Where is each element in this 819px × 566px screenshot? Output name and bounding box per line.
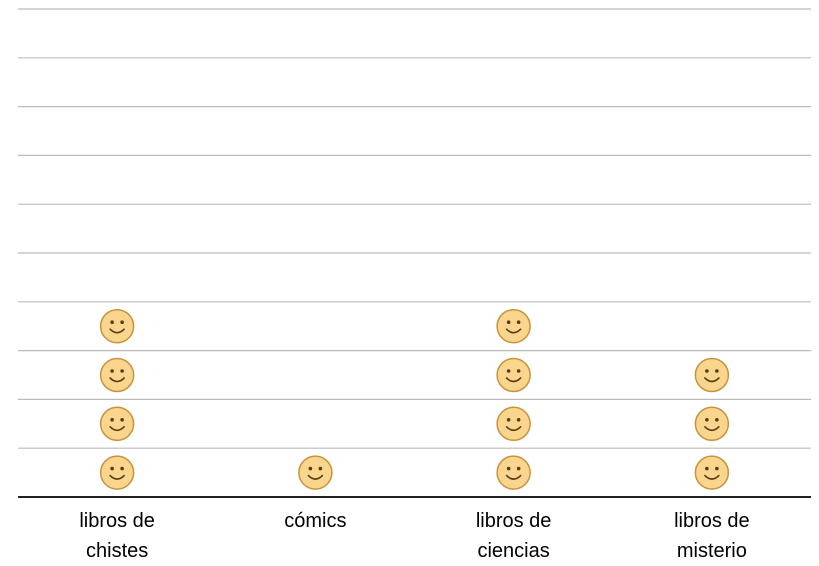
icon-face <box>496 308 531 344</box>
icon-eye <box>705 466 709 471</box>
icon-mouth <box>505 426 522 432</box>
icon-mouth <box>704 377 720 383</box>
icon-mouth <box>109 474 125 480</box>
icon-stack <box>496 308 531 490</box>
icon-mouth <box>505 328 522 334</box>
icon-face <box>99 357 135 393</box>
smiley-icon <box>496 455 531 490</box>
icon-eye <box>308 466 313 471</box>
icon-eye <box>318 466 323 471</box>
icon-face <box>496 357 531 393</box>
x-tick-label: libros de chistes <box>79 510 155 562</box>
icon-face <box>694 406 730 442</box>
smiley-icon <box>99 455 135 490</box>
icon-face <box>99 406 135 442</box>
smiley-icon <box>496 308 531 344</box>
smiley-icon <box>694 455 730 490</box>
icon-mouth <box>704 474 720 480</box>
icon-face <box>496 406 531 442</box>
icon-eye <box>516 466 521 471</box>
icon-eye <box>516 320 521 325</box>
icon-eye <box>120 466 124 471</box>
icon-stack <box>298 455 333 490</box>
icon-mouth <box>109 328 125 334</box>
icon-face <box>496 455 531 490</box>
icon-eye <box>110 320 114 325</box>
icon-eye <box>705 418 709 422</box>
icon-eye <box>715 466 719 471</box>
icon-face <box>99 308 135 344</box>
icon-eye <box>110 418 114 422</box>
smiley-icon <box>496 406 531 442</box>
smiley-icon <box>694 357 730 393</box>
icon-eye <box>506 466 511 471</box>
icon-eye <box>506 320 511 325</box>
icon-eye <box>506 418 511 422</box>
icon-mouth <box>109 377 125 383</box>
icon-eye <box>110 466 114 471</box>
icon-eye <box>705 369 709 373</box>
icon-mouth <box>704 426 720 432</box>
smiley-icon <box>99 406 135 442</box>
icon-eye <box>120 418 124 422</box>
icon-mouth <box>505 377 522 383</box>
icon-eye <box>506 369 511 373</box>
icon-face <box>99 455 135 490</box>
icon-eye <box>120 320 124 325</box>
icon-stack <box>694 357 730 490</box>
icon-mouth <box>109 426 125 432</box>
icon-eye <box>516 418 521 422</box>
icon-face <box>694 455 730 490</box>
smiley-icon <box>298 455 333 490</box>
icon-eye <box>715 369 719 373</box>
smiley-icon <box>694 406 730 442</box>
icon-face <box>694 357 730 393</box>
icon-eye <box>715 418 719 422</box>
smiley-icon <box>99 357 135 393</box>
x-tick-label: cómics <box>284 510 347 532</box>
smiley-icon <box>496 357 531 393</box>
icon-eye <box>110 369 114 373</box>
icon-face <box>298 455 333 490</box>
smiley-icon <box>99 308 135 344</box>
icon-eye <box>516 369 521 373</box>
icon-stack <box>99 308 135 490</box>
icon-eye <box>120 369 124 373</box>
icon-mouth <box>505 474 522 480</box>
x-tick-label: libros de ciencias <box>475 510 552 562</box>
x-tick-label: libros de misterio <box>674 510 750 562</box>
icon-mouth <box>307 474 324 480</box>
